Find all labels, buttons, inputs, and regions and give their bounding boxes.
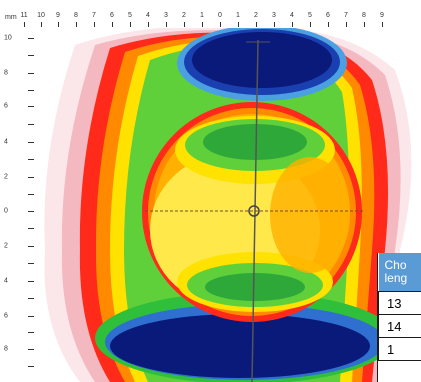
- ruler-tick: [256, 22, 257, 27]
- ruler-tick: [28, 124, 34, 125]
- ruler-y-label: 8: [4, 345, 8, 353]
- table-header: Cho leng: [378, 253, 421, 292]
- ruler-tick: [28, 366, 34, 367]
- ruler-tick: [292, 22, 293, 27]
- ruler-tick: [28, 211, 34, 212]
- ruler-y-label: 4: [4, 138, 8, 146]
- ruler-tick: [28, 142, 34, 143]
- ruler-y-label: 2: [4, 242, 8, 250]
- horizontal-ruler: mm 11 10 9 8 7 6 5 4 3 2 1 0 1 2 3 4 5 6…: [0, 0, 421, 28]
- table-row: 14: [378, 314, 421, 338]
- ruler-y-label: 2: [4, 173, 8, 181]
- ruler-tick: [28, 106, 34, 107]
- ruler-tick: [28, 90, 34, 91]
- ruler-x-label: 8: [74, 12, 78, 19]
- ruler-tick: [28, 263, 34, 264]
- ruler-tick: [28, 55, 34, 56]
- ruler-x-label: 7: [92, 12, 96, 19]
- ruler-tick: [310, 22, 311, 27]
- ruler-tick: [28, 194, 34, 195]
- ruler-tick: [28, 73, 34, 74]
- ruler-y-label: 6: [4, 102, 8, 110]
- ruler-tick: [148, 22, 149, 27]
- ruler-tick: [346, 22, 347, 27]
- ruler-tick: [274, 22, 275, 27]
- ruler-x-label: 7: [344, 12, 348, 19]
- ruler-tick: [28, 316, 34, 317]
- ruler-tick: [220, 22, 221, 27]
- ruler-tick: [364, 22, 365, 27]
- ruler-tick: [28, 177, 34, 178]
- ruler-tick: [24, 22, 25, 27]
- ruler-tick: [328, 22, 329, 27]
- table-header-line: Cho: [384, 258, 407, 272]
- ruler-tick: [94, 22, 95, 27]
- ruler-tick: [382, 22, 383, 27]
- vertical-ruler: 10 8 6 4 2 0 2 4 6 8: [0, 28, 34, 382]
- ruler-tick: [28, 228, 34, 229]
- table-header-line: leng: [384, 271, 408, 285]
- ruler-x-label: 1: [200, 12, 204, 19]
- ruler-x-label: 4: [146, 12, 150, 19]
- table-row: 13: [378, 291, 421, 315]
- ruler-tick: [28, 298, 34, 299]
- ruler-tick: [166, 22, 167, 27]
- ruler-tick: [202, 22, 203, 27]
- ruler-x-label: 5: [128, 12, 132, 19]
- ruler-x-label: 2: [182, 12, 186, 19]
- table-cell: 14: [378, 314, 421, 338]
- ruler-x-label: 11: [20, 12, 28, 19]
- ruler-x-label: 3: [164, 12, 168, 19]
- ruler-x-label: 10: [37, 12, 45, 19]
- ruler-x-label: 6: [326, 12, 330, 19]
- ruler-x-label: 0: [218, 12, 222, 19]
- table-cell: 1: [378, 337, 421, 361]
- ruler-y-label: 6: [4, 312, 8, 320]
- ruler-x-label: 8: [362, 12, 366, 19]
- ruler-x-label: 4: [290, 12, 294, 19]
- ruler-x-label: 1: [236, 12, 240, 19]
- ruler-tick: [28, 38, 34, 39]
- ruler-y-label: 8: [4, 69, 8, 77]
- ruler-x-label: 3: [272, 12, 276, 19]
- ruler-y-label: 4: [4, 277, 8, 285]
- table-cell: 13: [378, 291, 421, 315]
- ruler-x-label: 9: [56, 12, 60, 19]
- ruler-y-label: 10: [4, 34, 12, 42]
- ruler-x-label: 6: [110, 12, 114, 19]
- ruler-y-label: 0: [4, 207, 8, 215]
- ruler-x-label: 5: [308, 12, 312, 19]
- ruler-tick: [184, 22, 185, 27]
- ruler-tick: [130, 22, 131, 27]
- ruler-tick: [76, 22, 77, 27]
- ruler-tick: [28, 159, 34, 160]
- ruler-tick: [112, 22, 113, 27]
- table-row: 1: [378, 337, 421, 361]
- chord-length-grid: Cho leng 13 14 1: [378, 253, 421, 361]
- ruler-x-label: 2: [254, 12, 258, 19]
- ruler-tick: [58, 22, 59, 27]
- ruler-tick: [41, 22, 42, 27]
- ruler-unit-label: mm: [5, 14, 17, 21]
- ruler-tick: [28, 246, 34, 247]
- ruler-tick: [238, 22, 239, 27]
- chord-length-table: Cho leng 13 14 1: [377, 253, 421, 382]
- ruler-tick: [28, 332, 34, 333]
- ruler-tick: [28, 349, 34, 350]
- ruler-tick: [28, 281, 34, 282]
- ruler-x-label: 9: [380, 12, 384, 19]
